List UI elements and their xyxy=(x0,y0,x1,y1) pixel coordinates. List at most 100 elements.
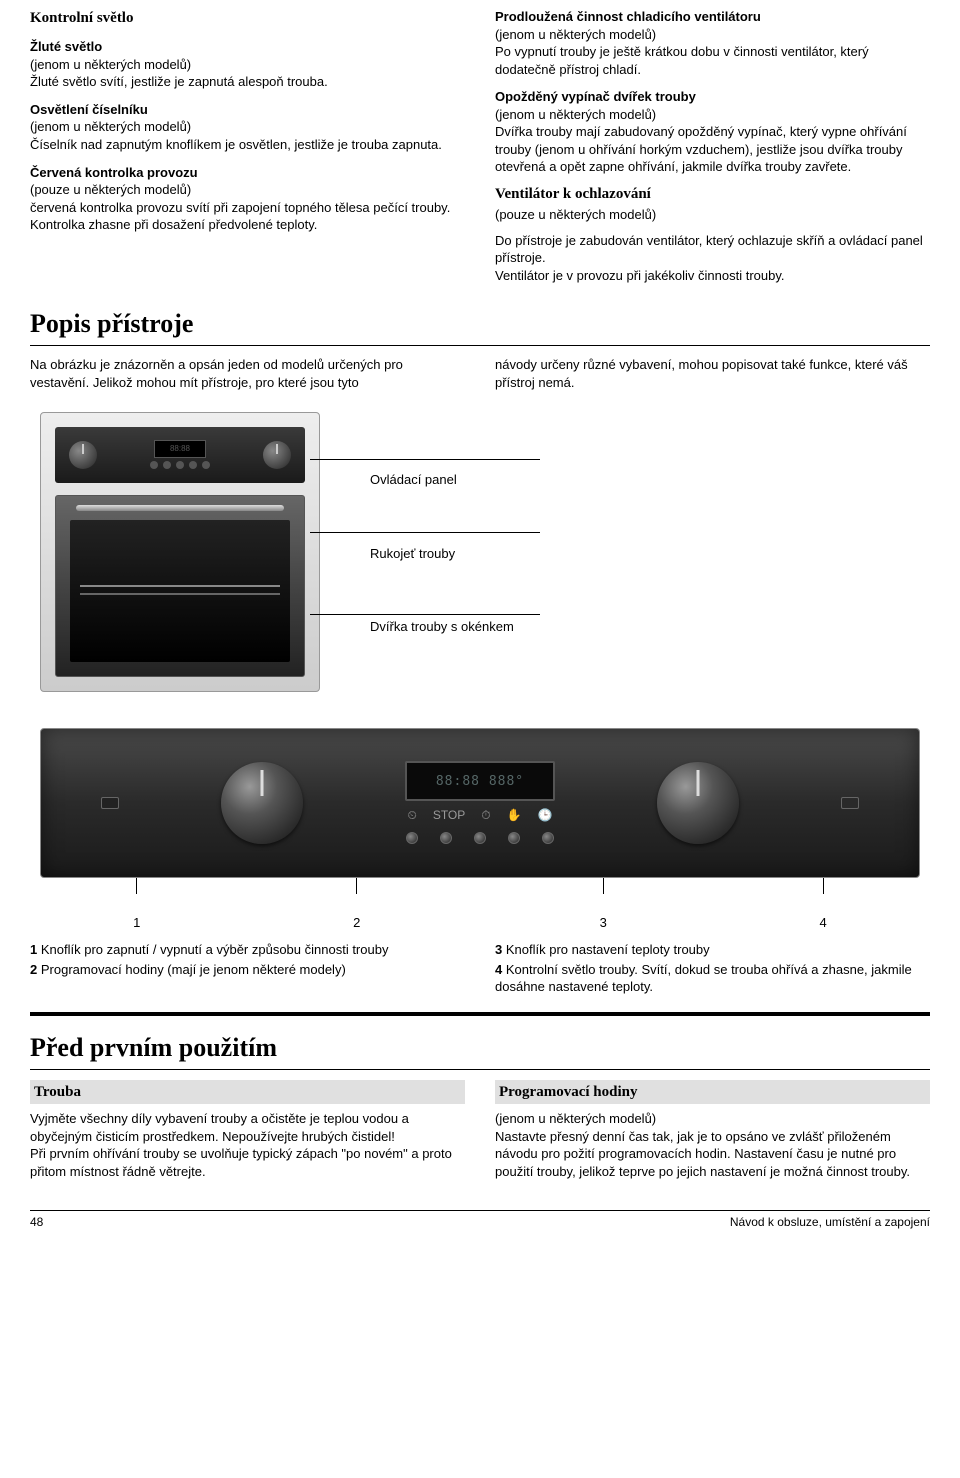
prog-body: Nastavte přesný denní čas tak, jak je to… xyxy=(495,1128,930,1181)
control-panel-figure: 88:88 888° ⏲ STOP ⏱ ✋ 🕒 xyxy=(30,728,930,936)
display-icon: 88:88 xyxy=(154,440,206,458)
button-dot-icon xyxy=(176,461,184,469)
page-number: 48 xyxy=(30,1214,43,1230)
rule xyxy=(30,1069,930,1070)
oven-door xyxy=(55,495,305,677)
popis-heading: Popis přístroje xyxy=(30,306,930,341)
trouba-col: Trouba Vyjměte všechny díly vybavení tro… xyxy=(30,1080,465,1180)
footer-title: Návod k obsluze, umístění a zapojení xyxy=(730,1214,930,1230)
tick-row xyxy=(40,878,920,894)
indicator-icon xyxy=(841,797,859,809)
prog-col: Programovací hodiny (jenom u některých m… xyxy=(495,1080,930,1180)
opozdeny-block: Opožděný vypínač dvířek trouby (jenom u … xyxy=(495,88,930,176)
mode-knob xyxy=(208,749,316,857)
popis-text: Na obrázku je znázorněn a opsán jeden od… xyxy=(30,356,930,391)
num-4: 4 xyxy=(726,914,920,932)
osvetleni-block: Osvětlení číselníku (jenom u některých m… xyxy=(30,101,465,154)
opozdeny-body: Dvířka trouby mají zabudovaný opožděný v… xyxy=(495,123,930,176)
cervena-body: červená kontrolka provozu svítí při zapo… xyxy=(30,199,465,234)
ventilator-note: (pouze u některých modelů) xyxy=(495,206,930,224)
rack-icon xyxy=(80,585,280,587)
zlute-svetlo-block: Žluté světlo (jenom u některých modelů) … xyxy=(30,38,465,91)
stop-icon: STOP xyxy=(433,807,465,823)
trouba-heading: Trouba xyxy=(30,1080,465,1104)
push-button-icon xyxy=(440,832,452,844)
mode-icons-row: ⏲ STOP ⏱ ✋ 🕒 xyxy=(407,807,552,823)
ventilator-title: Ventilátor k ochlazování xyxy=(495,184,930,204)
legend-2: 2 Programovací hodiny (mají je jenom něk… xyxy=(30,961,465,979)
panel-legend: 1 Knoflík pro zapnutí / vypnutí a výběr … xyxy=(30,941,930,998)
legend-4: 4 Kontrolní světlo trouby. Svítí, dokud … xyxy=(495,961,930,996)
oven-handle xyxy=(76,505,284,511)
thick-rule xyxy=(30,1012,930,1016)
prog-heading: Programovací hodiny xyxy=(495,1080,930,1104)
ventilator-body1: Do přístroje je zabudován ventilátor, kt… xyxy=(495,232,930,267)
lcd-display: 88:88 888° xyxy=(405,761,555,801)
pred-heading: Před prvním použitím xyxy=(30,1030,930,1065)
button-dot-icon xyxy=(189,461,197,469)
leader-line xyxy=(310,459,540,460)
prog-note: (jenom u některých modelů) xyxy=(495,1110,930,1128)
page-footer: 48 Návod k obsluze, umístění a zapojení xyxy=(30,1210,930,1230)
oven-figure: 88:88 xyxy=(30,404,930,704)
knob-icon xyxy=(263,441,291,469)
prodlouzena-note: (jenom u některých modelů) xyxy=(495,26,930,44)
push-button-row xyxy=(406,832,554,844)
kontrolni-svetlo-heading: Kontrolní světlo xyxy=(30,8,465,28)
knob-icon xyxy=(221,762,303,844)
callout-door: Dvířka trouby s okénkem xyxy=(370,618,514,636)
button-dot-icon xyxy=(202,461,210,469)
prodlouzena-body: Po vypnutí trouby je ještě krátkou dobu … xyxy=(495,43,930,78)
hand-icon: ✋ xyxy=(507,807,522,823)
cervena-title: Červená kontrolka provozu xyxy=(30,164,465,182)
opozdeny-title: Opožděný vypínač dvířek trouby xyxy=(495,88,930,106)
legend-1: 1 Knoflík pro zapnutí / vypnutí a výběr … xyxy=(30,941,465,959)
panel-numbers: 1 2 3 4 xyxy=(40,894,920,936)
button-dot-icon xyxy=(163,461,171,469)
ventilator-block: Ventilátor k ochlazování (pouze u někter… xyxy=(495,184,930,284)
zlute-svetlo-title: Žluté světlo xyxy=(30,38,465,56)
callout-labels: Ovládací panel Rukojeť trouby Dvířka tro… xyxy=(370,471,514,636)
num-1: 1 xyxy=(40,914,234,932)
opozdeny-note: (jenom u některých modelů) xyxy=(495,106,930,124)
push-button-icon xyxy=(406,832,418,844)
pred-columns: Trouba Vyjměte všechny díly vybavení tro… xyxy=(30,1080,930,1180)
push-button-icon xyxy=(542,832,554,844)
callout-handle: Rukojeť trouby xyxy=(370,545,514,563)
panel-center: 88:88 888° ⏲ STOP ⏱ ✋ 🕒 xyxy=(405,761,555,843)
temp-knob xyxy=(644,749,752,857)
osvetleni-note: (jenom u některých modelů) xyxy=(30,118,465,136)
leader-line xyxy=(310,614,540,615)
zlute-svetlo-body: Žluté světlo svítí, jestliže je zapnutá … xyxy=(30,73,465,91)
callout-panel: Ovládací panel xyxy=(370,471,514,489)
popis-right: návody určeny různé vybavení, mohou popi… xyxy=(495,356,930,391)
oven-window xyxy=(70,520,290,662)
ventilator-body2: Ventilátor je v provozu při jakékoliv či… xyxy=(495,267,930,285)
push-button-icon xyxy=(474,832,486,844)
leader-line xyxy=(310,532,540,533)
top-section: Kontrolní světlo Žluté světlo (jenom u n… xyxy=(30,8,930,292)
num-3: 3 xyxy=(480,914,726,932)
duration-icon: ⏱ xyxy=(481,807,490,823)
oven-illustration: 88:88 xyxy=(30,404,330,704)
timer-icon: ⏲ xyxy=(407,807,416,823)
push-button-icon xyxy=(508,832,520,844)
oven-control-panel-small: 88:88 xyxy=(55,427,305,483)
indicator-icon xyxy=(101,797,119,809)
clock-icon: 🕒 xyxy=(538,807,553,823)
osvetleni-body: Číselník nad zapnutým knoflíkem je osvět… xyxy=(30,136,465,154)
knob-icon xyxy=(657,762,739,844)
left-column: Kontrolní světlo Žluté světlo (jenom u n… xyxy=(30,8,465,292)
right-column: Prodloužená činnost chladicího ventiláto… xyxy=(495,8,930,292)
zlute-svetlo-note: (jenom u některých modelů) xyxy=(30,56,465,74)
num-2: 2 xyxy=(234,914,480,932)
rack-icon xyxy=(80,593,280,595)
trouba-body2: Při prvním ohřívání trouby se uvolňuje t… xyxy=(30,1145,465,1180)
rule xyxy=(30,345,930,346)
cervena-note: (pouze u některých modelů) xyxy=(30,181,465,199)
osvetleni-title: Osvětlení číselníku xyxy=(30,101,465,119)
trouba-body1: Vyjměte všechny díly vybavení trouby a o… xyxy=(30,1110,465,1145)
knob-icon xyxy=(69,441,97,469)
prodlouzena-block: Prodloužená činnost chladicího ventiláto… xyxy=(495,8,930,78)
prodlouzena-title: Prodloužená činnost chladicího ventiláto… xyxy=(495,8,930,26)
